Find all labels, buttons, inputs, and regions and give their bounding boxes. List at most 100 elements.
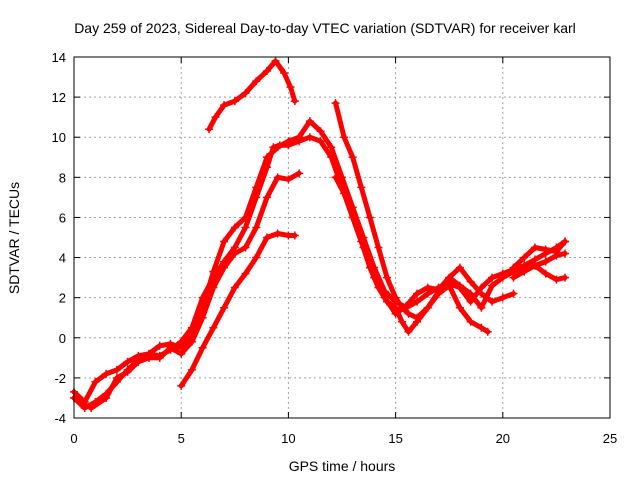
data-point bbox=[230, 249, 239, 258]
data-point bbox=[102, 369, 111, 378]
data-point bbox=[340, 133, 349, 142]
data-point bbox=[177, 381, 186, 390]
data-point bbox=[275, 141, 284, 150]
data-point bbox=[560, 237, 569, 246]
data-point bbox=[374, 243, 383, 252]
data-point bbox=[177, 337, 186, 346]
chart-title: Day 259 of 2023, Sidereal Day-to-day VTE… bbox=[74, 20, 576, 36]
data-point bbox=[252, 223, 261, 232]
data-point bbox=[187, 323, 196, 332]
data-point bbox=[391, 293, 400, 302]
data-point bbox=[357, 183, 366, 192]
data-point bbox=[383, 273, 392, 282]
y-tick-label: -2 bbox=[54, 371, 66, 386]
data-point bbox=[445, 281, 454, 290]
y-tick-label: 2 bbox=[59, 291, 66, 306]
gridlines bbox=[74, 57, 610, 418]
data-point bbox=[209, 283, 218, 292]
series-arc-1 bbox=[70, 117, 569, 406]
y-tick-label: 8 bbox=[59, 170, 66, 185]
y-tick-label: 0 bbox=[59, 331, 66, 346]
data-point bbox=[280, 69, 289, 78]
data-point bbox=[271, 57, 280, 66]
data-point bbox=[455, 303, 464, 312]
data-point bbox=[455, 281, 464, 290]
data-point bbox=[477, 323, 486, 332]
data-point bbox=[241, 89, 250, 98]
data-point bbox=[286, 83, 295, 92]
data-point bbox=[252, 253, 261, 262]
x-tick-label: 15 bbox=[388, 431, 402, 446]
data-point bbox=[290, 97, 299, 106]
data-point bbox=[434, 289, 443, 298]
data-point bbox=[305, 133, 314, 142]
data-point bbox=[413, 289, 422, 298]
data-point bbox=[123, 367, 132, 376]
data-point bbox=[230, 283, 239, 292]
data-point bbox=[273, 229, 282, 238]
series-arc-2 bbox=[70, 133, 569, 412]
data-point bbox=[220, 237, 229, 246]
data-point bbox=[209, 323, 218, 332]
data-point bbox=[404, 327, 413, 336]
data-point bbox=[509, 263, 518, 272]
data-point bbox=[466, 277, 475, 286]
data-point bbox=[316, 127, 325, 136]
data-point bbox=[560, 249, 569, 258]
data-point bbox=[112, 365, 121, 374]
data-point bbox=[155, 353, 164, 362]
data-point bbox=[262, 163, 271, 172]
data-point bbox=[391, 303, 400, 312]
x-axis-label: GPS time / hours bbox=[289, 458, 396, 474]
data-point bbox=[284, 141, 293, 150]
data-point bbox=[262, 67, 271, 76]
data-point bbox=[552, 275, 561, 284]
series-arc-5 bbox=[205, 57, 299, 134]
data-point bbox=[520, 253, 529, 262]
data-point bbox=[365, 263, 374, 272]
data-point bbox=[241, 223, 250, 232]
data-point bbox=[398, 317, 407, 326]
data-point bbox=[477, 303, 486, 312]
data-point bbox=[290, 231, 299, 240]
data-point bbox=[145, 353, 154, 362]
data-point bbox=[230, 223, 239, 232]
y-tick-label: 6 bbox=[59, 210, 66, 225]
data-point bbox=[383, 297, 392, 306]
x-tick-label: 5 bbox=[178, 431, 185, 446]
data-point bbox=[331, 173, 340, 182]
data-point bbox=[483, 327, 492, 336]
data-point bbox=[155, 341, 164, 350]
data-point bbox=[357, 237, 366, 246]
data-point bbox=[530, 243, 539, 252]
data-point bbox=[295, 169, 304, 178]
data-point bbox=[187, 365, 196, 374]
data-point bbox=[327, 153, 336, 162]
data-point bbox=[509, 289, 518, 298]
data-point bbox=[241, 243, 250, 252]
data-point bbox=[305, 117, 314, 126]
data-point bbox=[273, 173, 282, 182]
data-point bbox=[520, 267, 529, 276]
series-arc-3 bbox=[76, 169, 304, 412]
data-point bbox=[541, 257, 550, 266]
data-point bbox=[87, 403, 96, 412]
data-point bbox=[91, 377, 100, 386]
series-line bbox=[511, 239, 568, 271]
data-point bbox=[466, 317, 475, 326]
x-tick-label: 0 bbox=[70, 431, 77, 446]
data-point bbox=[327, 143, 336, 152]
data-point bbox=[198, 293, 207, 302]
data-point bbox=[187, 337, 196, 346]
y-tick-label: 12 bbox=[52, 90, 66, 105]
data-point bbox=[205, 125, 214, 134]
data-point bbox=[413, 317, 422, 326]
x-tick-label: 25 bbox=[603, 431, 617, 446]
data-point bbox=[230, 97, 239, 106]
x-tick-label: 20 bbox=[496, 431, 510, 446]
data-point bbox=[177, 349, 186, 358]
data-point bbox=[331, 99, 340, 108]
data-point bbox=[348, 153, 357, 162]
y-axis-label: SDTVAR / TECUs bbox=[6, 182, 22, 294]
